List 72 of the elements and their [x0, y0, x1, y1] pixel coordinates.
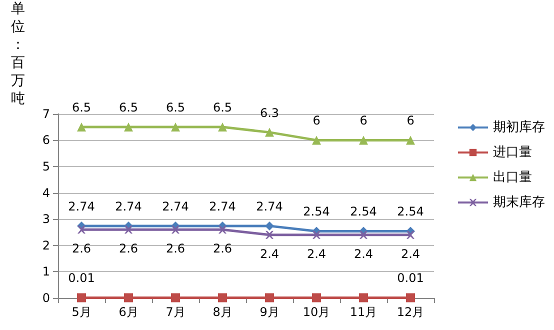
- point: [406, 230, 414, 239]
- point: [359, 293, 368, 302]
- data-label: 6.5: [118, 100, 138, 115]
- y-tick-label: 3: [42, 212, 50, 226]
- data-label: 6.3: [260, 106, 280, 120]
- x-tick-label: 9月: [260, 305, 280, 319]
- point: [218, 122, 227, 132]
- point: [77, 122, 86, 132]
- data-label: 2.4: [306, 246, 326, 261]
- data-label: 2.6: [72, 242, 92, 256]
- point: [218, 293, 227, 302]
- y-axis-title: 单位：百万吨: [11, 1, 25, 107]
- y-tick-label: 6: [42, 133, 50, 148]
- x-tick-label: 12月: [396, 305, 424, 319]
- point: [312, 293, 321, 302]
- data-label: 6: [406, 114, 414, 128]
- point: [124, 226, 132, 234]
- point: [171, 122, 180, 132]
- y-tick-label: 0: [42, 291, 50, 305]
- point: [406, 136, 415, 145]
- x-tick-label: 10月: [302, 305, 330, 319]
- data-label: 2.54: [397, 204, 424, 219]
- data-label: 6: [360, 114, 368, 128]
- point: [266, 230, 274, 239]
- point: [265, 128, 274, 137]
- point: [124, 122, 133, 132]
- data-label: 0.01: [397, 271, 424, 286]
- point: [265, 293, 274, 302]
- data-label: 2.54: [350, 204, 377, 219]
- point: [172, 226, 180, 234]
- legend-label: 进口量: [493, 145, 532, 160]
- data-label: 2.74: [209, 199, 236, 214]
- data-label: 2.74: [162, 199, 189, 214]
- y-tick-label: 1: [42, 264, 50, 279]
- data-label: 2.6: [118, 242, 138, 256]
- y-tick-label: 7: [42, 106, 50, 121]
- data-label: 2.6: [166, 242, 186, 256]
- point: [77, 293, 86, 302]
- x-tick-label: 8月: [212, 305, 232, 319]
- point: [312, 230, 320, 239]
- point: [265, 221, 274, 230]
- data-label: 2.74: [256, 199, 283, 214]
- data-label: 2.6: [212, 242, 232, 256]
- x-tick-label: 7月: [166, 305, 186, 319]
- point: [312, 136, 321, 145]
- x-tick-label: 5月: [72, 305, 92, 319]
- legend-label: 出口量: [493, 170, 532, 185]
- y-tick-label: 5: [42, 160, 50, 174]
- point: [359, 136, 368, 145]
- point: [78, 226, 86, 234]
- x-tick-label: 6月: [118, 305, 138, 319]
- legend-label: 期末库存: [493, 195, 545, 210]
- point: [124, 293, 133, 302]
- data-label: 6.5: [166, 100, 186, 115]
- point: [406, 293, 415, 302]
- data-label: 2.74: [68, 199, 95, 214]
- point: [218, 226, 226, 234]
- point: [360, 230, 368, 239]
- y-tick-label: 4: [42, 186, 50, 200]
- legend-label: 期初库存: [493, 120, 545, 135]
- x-tick-label: 11月: [350, 305, 378, 319]
- data-label: 6: [312, 114, 320, 128]
- data-label: 6.5: [212, 100, 232, 115]
- data-label: 2.74: [115, 199, 142, 214]
- data-label: 2.4: [260, 246, 280, 261]
- y-tick-label: 2: [42, 238, 50, 252]
- data-label: 2.4: [354, 246, 374, 261]
- data-label: 0.01: [68, 271, 95, 286]
- data-label: 2.54: [303, 204, 330, 219]
- point: [171, 293, 180, 302]
- data-label: 2.4: [400, 246, 420, 261]
- data-label: 6.5: [72, 100, 92, 115]
